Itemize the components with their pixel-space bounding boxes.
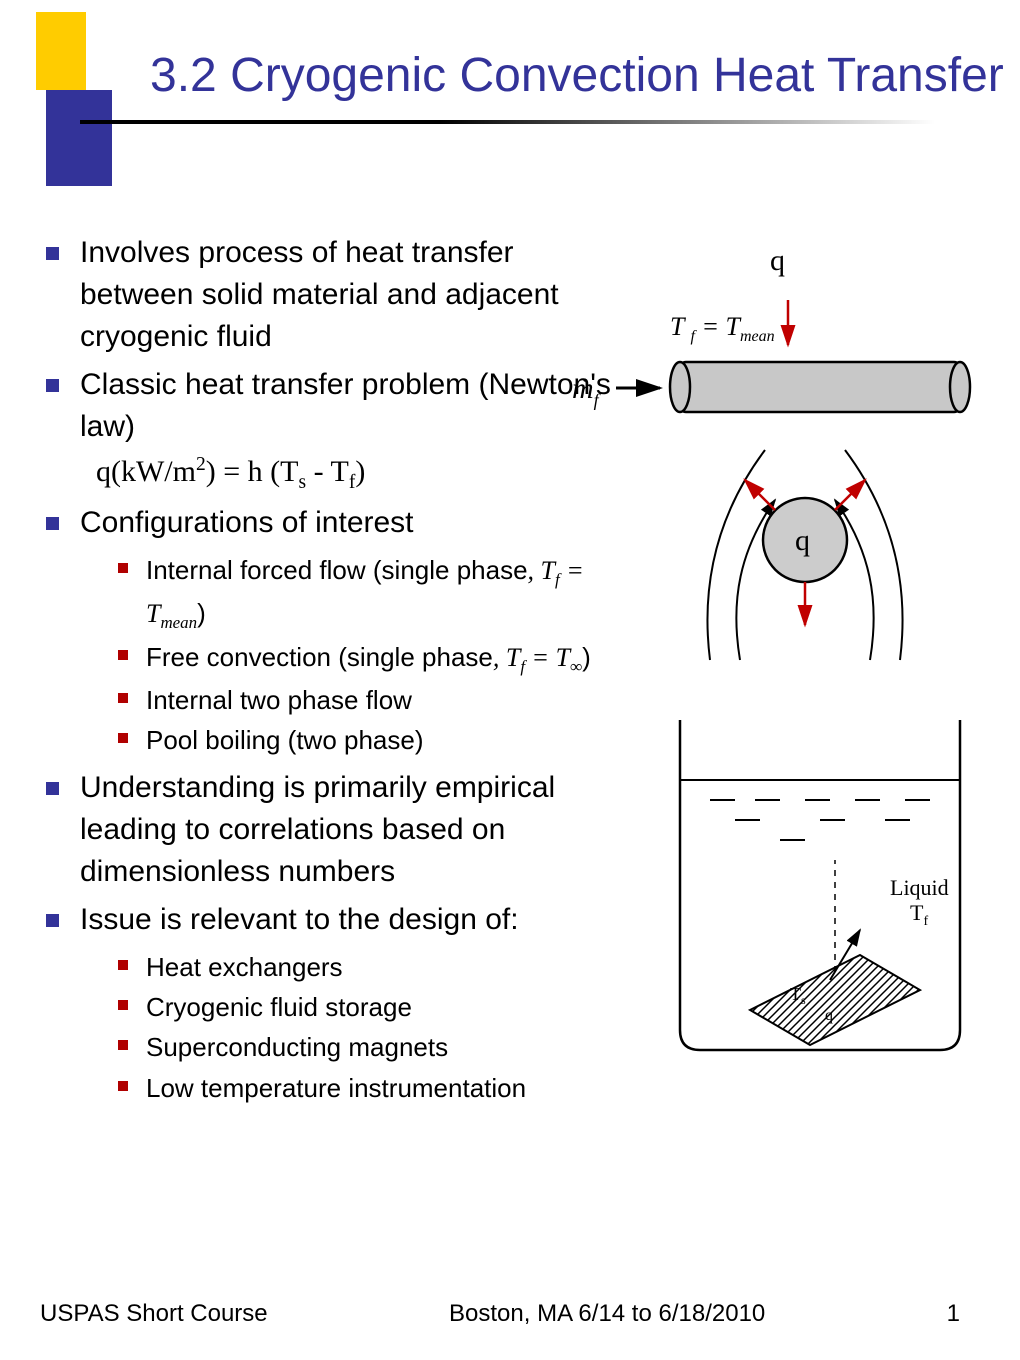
bullet-5-2: Cryogenic fluid storage <box>118 987 618 1027</box>
bullet-1: Involves process of heat transfer betwee… <box>46 232 618 358</box>
bullet-5-text: Issue is relevant to the design of: <box>80 903 519 936</box>
decor-blue-box <box>46 90 112 186</box>
bullet-3-1: Internal forced flow (single phase, Tf =… <box>118 550 618 637</box>
fig-natural-convection: q <box>707 450 902 660</box>
fig2-arrow-ne <box>835 480 865 510</box>
fig1-mdot: ṁf <box>572 372 602 410</box>
bullet-4-text: Understanding is primarily empirical lea… <box>80 771 555 888</box>
fig1-tf-eq: T f = Tmean <box>670 312 775 345</box>
bullet-5: Issue is relevant to the design of: Heat… <box>46 899 618 1108</box>
bullet-3-text: Configurations of interest <box>80 506 414 539</box>
bullet-2-text: Classic heat transfer problem (Newton's … <box>80 368 611 443</box>
fig-forced-flow: q T f = Tmean ṁf <box>572 244 970 412</box>
fig1-pipe-body <box>680 362 960 412</box>
fig2-arrow-nw <box>745 480 775 510</box>
fig1-q-label: q <box>770 244 785 277</box>
decor-yellow-box <box>36 12 86 90</box>
bullet-3-3: Internal two phase flow <box>118 680 618 720</box>
fig3-waves <box>710 800 930 840</box>
bullet-4: Understanding is primarily empirical lea… <box>46 767 618 893</box>
footer-left: USPAS Short Course <box>40 1300 268 1328</box>
bullet-3-4: Pool boiling (two phase) <box>118 720 618 760</box>
fig3-q-label: q <box>825 1007 833 1024</box>
bullet-content: Involves process of heat transfer betwee… <box>28 232 618 1114</box>
fig3-liquid-label: Liquid <box>890 875 949 900</box>
slide-footer: USPAS Short Course Boston, MA 6/14 to 6/… <box>0 1300 1020 1328</box>
figure-column: q T f = Tmean ṁf q <box>570 230 1000 1110</box>
bullet-5-4: Low temperature instrumentation <box>118 1068 618 1108</box>
fig-pool-boiling: Liquid Tf Ts q <box>680 720 960 1050</box>
bullet-3-2: Free convection (single phase, Tf = T∞) <box>118 637 618 680</box>
fig1-pipe-left-cap <box>670 362 690 412</box>
fig1-pipe-right-cap <box>950 362 970 412</box>
title-underline <box>80 120 980 124</box>
footer-center: Boston, MA 6/14 to 6/18/2010 <box>449 1300 765 1328</box>
bullet-5-3: Superconducting magnets <box>118 1027 618 1067</box>
bullet-3: Configurations of interest Internal forc… <box>46 502 618 761</box>
bullet-1-text: Involves process of heat transfer betwee… <box>80 236 559 353</box>
newton-law-equation: q(kW/m2) = h (Ts - Tf) <box>28 454 618 494</box>
footer-right: 1 <box>947 1300 960 1328</box>
slide-title: 3.2 Cryogenic Convection Heat Transfer <box>150 48 1004 103</box>
header-decoration: 3.2 Cryogenic Convection Heat Transfer <box>0 0 1020 180</box>
bullet-2: Classic heat transfer problem (Newton's … <box>46 364 618 448</box>
bullet-5-1: Heat exchangers <box>118 947 618 987</box>
fig3-tf-label: Tf <box>910 900 928 929</box>
diagrams-svg: q T f = Tmean ṁf q <box>570 230 1000 1110</box>
fig2-q-label: q <box>795 524 810 557</box>
